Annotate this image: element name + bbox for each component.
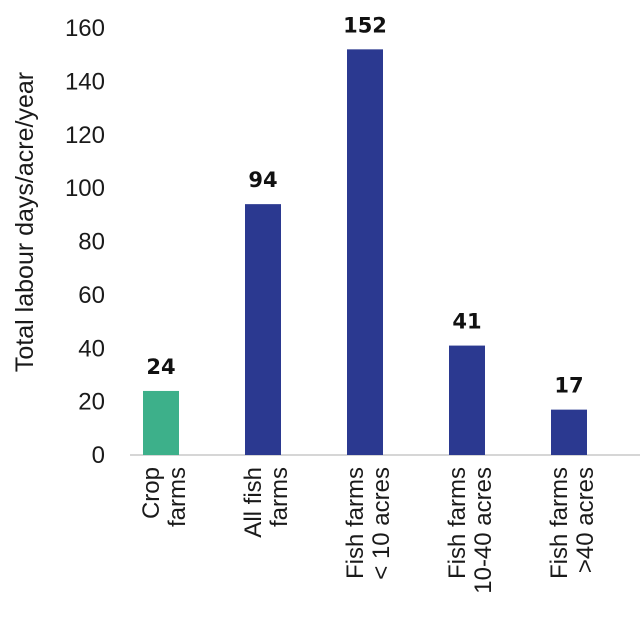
data-label: 152 [343,13,387,37]
y-axis-ticks: 0 20 40 60 80 100 120 140 160 [65,15,105,469]
y-tick-label: 20 [78,389,105,416]
bar [143,390,179,455]
x-category-label: Crop farms [138,467,191,527]
x-category-line: Crop [138,467,165,519]
y-tick-label: 120 [65,122,105,149]
y-axis-label: Total labour days/acre/year [11,72,39,372]
x-axis-categories: Crop farms All fish farms Fish farms < 10 acr… [138,467,599,594]
x-category-label: Fish farms >40 acres [546,467,599,579]
bar [245,204,281,455]
x-category-label: Fish farms < 10 acres [342,467,395,580]
x-category-line: 10-40 acres [470,467,497,594]
data-label: 94 [248,168,277,192]
y-tick-label: 160 [65,15,105,42]
y-tick-label: 60 [78,282,105,309]
x-category-line: >40 acres [572,467,599,573]
x-category-line: Fish farms [342,467,369,579]
data-label: 24 [146,355,175,379]
x-category-line: farms [266,467,293,527]
x-category-line: All fish [240,467,267,538]
y-tick-label: 140 [65,68,105,95]
x-category-line: Fish farms [546,467,573,579]
x-category-line: Fish farms [444,467,471,579]
bar [449,345,485,455]
x-category-line: < 10 acres [368,467,395,580]
bar [551,409,587,455]
data-label: 41 [452,310,481,334]
bars [143,49,587,455]
y-tick-label: 40 [78,335,105,362]
y-tick-label: 0 [92,442,105,469]
x-category-line: farms [164,467,191,527]
y-tick-label: 80 [78,229,105,256]
x-category-label: Fish farms 10-40 acres [444,467,497,594]
bar [347,49,383,455]
y-tick-label: 100 [65,175,105,202]
data-labels: 24 94 152 41 17 [146,13,583,397]
data-label: 17 [554,374,583,398]
x-category-label: All fish farms [240,467,293,538]
